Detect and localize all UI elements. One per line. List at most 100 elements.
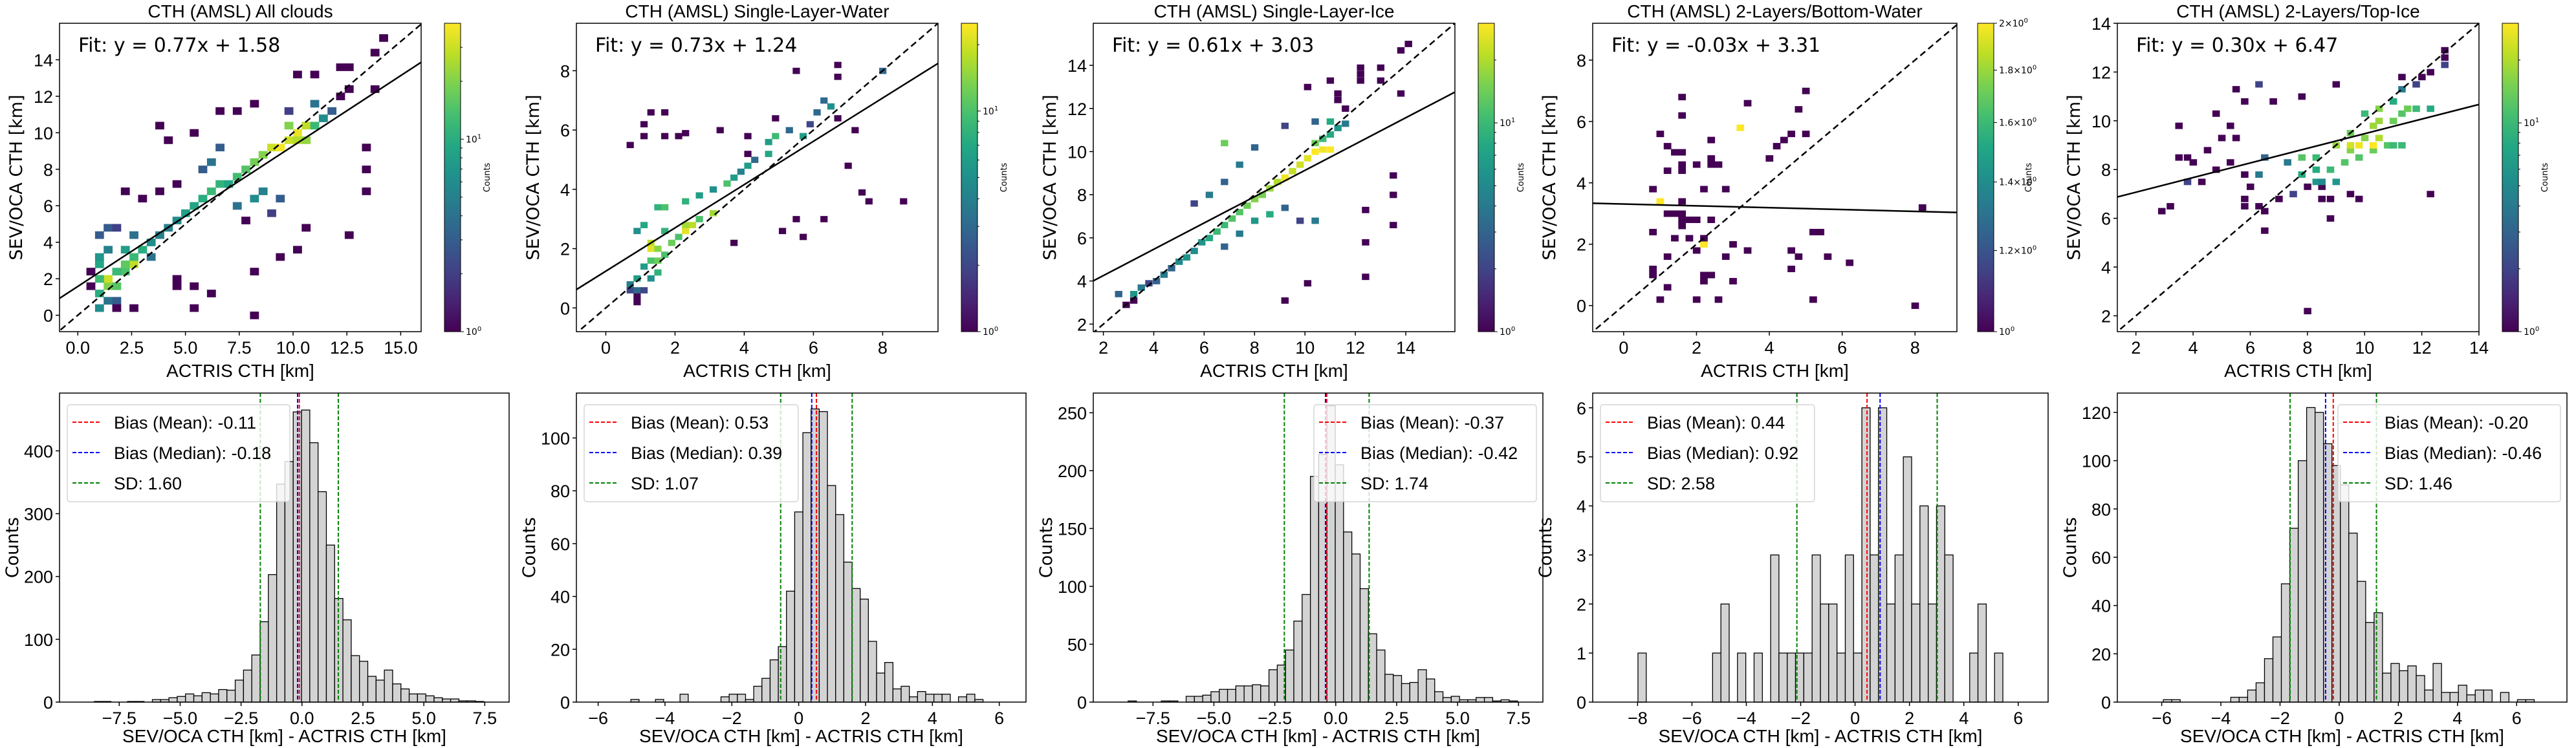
heatmap-cell xyxy=(1765,155,1774,162)
x-tick-label: 8 xyxy=(2302,338,2312,358)
y-tick-label: 6 xyxy=(1577,399,1586,418)
y-tick-label: 100 xyxy=(541,429,570,448)
histogram-bar xyxy=(794,511,803,703)
heatmap-cell xyxy=(241,166,250,173)
heatmap-cell xyxy=(751,156,759,164)
colorbar-tick-label: 2×100 xyxy=(1999,17,2028,29)
y-axis-label: Counts xyxy=(2060,517,2080,578)
colorbar-gradient xyxy=(1977,23,1994,332)
heatmap-cell xyxy=(155,187,164,195)
heatmap-cell xyxy=(2346,191,2355,198)
heatmap-cell xyxy=(129,231,138,239)
heatmap-cell xyxy=(2298,93,2306,100)
heatmap-cell xyxy=(250,195,259,203)
heatmap-cell xyxy=(1205,191,1214,198)
heatmap-cell xyxy=(2275,195,2283,202)
heatmap-cell xyxy=(1795,253,1803,260)
heatmap-cell xyxy=(120,246,130,254)
heatmap-cell xyxy=(1175,258,1183,265)
heatmap-cell xyxy=(1145,280,1153,287)
histogram-bar xyxy=(876,672,886,703)
histogram-bar xyxy=(251,654,261,703)
y-tick-label: 200 xyxy=(24,568,53,587)
heatmap-cell xyxy=(626,287,634,294)
histogram-bar xyxy=(2458,685,2467,703)
heatmap-cell xyxy=(1190,200,1198,207)
axes-frame xyxy=(1093,23,1456,332)
heatmap-cell xyxy=(241,217,250,224)
heatmap-cell xyxy=(310,122,320,130)
heatmap-cell xyxy=(1707,136,1716,144)
heatmap-cell xyxy=(2418,74,2426,81)
heatmap-cell xyxy=(1663,210,1672,217)
y-tick-label: 14 xyxy=(34,50,53,70)
y-tick-label: 14 xyxy=(1067,56,1087,76)
heatmap-cell xyxy=(284,122,294,130)
heatmap-cell xyxy=(129,260,138,268)
x-tick-label: −8 xyxy=(1628,709,1648,728)
heatmap-cell xyxy=(1736,124,1745,131)
colorbar-tick-label: 100 xyxy=(1500,326,1515,337)
heatmap-cell xyxy=(2412,105,2420,112)
heatmap-cell xyxy=(1721,253,1730,260)
heatmap-cell xyxy=(2269,98,2277,105)
heatmap-cell xyxy=(2398,110,2406,117)
histogram-panel-1: −7.5 −5.0 −2.5 0.0 2.5 5.0 7.5 0 100 200 300 400 SEV… xyxy=(3,392,510,746)
histogram-bar xyxy=(2306,407,2316,703)
histogram-panel-4: −8 −6 −4 −2 0 2 4 6 0 1 2 3 4 5 6 SEV/OCA CTH [km] - AC… xyxy=(1536,392,2049,746)
y-tick-label: 5 xyxy=(1577,448,1586,467)
y-tick-label: 60 xyxy=(2091,548,2111,568)
heatmap-cell xyxy=(2389,98,2397,105)
x-axis-label: SEV/OCA CTH [km] - ACTRIS CTH [km] xyxy=(2180,726,2504,746)
heatmap-cell xyxy=(1707,161,1716,168)
heatmap-cell xyxy=(1802,131,1810,138)
heatmap-cell xyxy=(258,151,268,159)
histogram-bar xyxy=(720,696,730,703)
heatmap-cell xyxy=(633,287,641,294)
histogram-bar xyxy=(1434,691,1444,703)
histogram-bar xyxy=(909,696,918,703)
heatmap-cell xyxy=(654,245,662,252)
y-tick-label: 10 xyxy=(1067,142,1087,162)
heatmap-cell xyxy=(792,216,800,222)
y-tick-label: 3 xyxy=(1577,546,1586,565)
heatmap-cell xyxy=(180,209,190,217)
heatmap-cell xyxy=(2326,215,2335,222)
heatmap-cell xyxy=(633,275,641,282)
heatmap-cell xyxy=(301,122,311,130)
axes-frame xyxy=(576,392,1027,703)
y-tick-label: 100 xyxy=(24,630,53,650)
heatmap-cell xyxy=(1160,271,1168,278)
heatmap-cell xyxy=(1700,277,1708,284)
y-tick-label: 20 xyxy=(2091,645,2111,664)
histogram-bar xyxy=(425,695,435,703)
y-tick-label: 12 xyxy=(34,87,53,107)
legend: Bias (Mean): 0.53 Bias (Median): 0.39 SD: … xyxy=(584,404,799,502)
plot-area xyxy=(2117,23,2479,332)
heatmap-cell xyxy=(1377,77,1385,84)
heatmap-cell xyxy=(647,257,655,264)
histogram-bar xyxy=(1820,603,1829,703)
heatmap-cell xyxy=(1115,290,1122,297)
heatmap-cell xyxy=(1390,191,1397,198)
colorbar-tick-label: 1.8×100 xyxy=(1999,65,2036,76)
heatmap-cell xyxy=(2384,142,2392,149)
heatmap-cell xyxy=(640,121,648,128)
heatmap-cell xyxy=(2427,191,2434,198)
heatmap-cell xyxy=(772,115,780,122)
heatmap-cell xyxy=(2318,178,2326,186)
y-tick-label: 120 xyxy=(2082,403,2111,423)
histogram-bar xyxy=(309,442,319,703)
y-tick-label: 4 xyxy=(2101,258,2111,277)
x-tick-label: −5.0 xyxy=(1197,709,1231,728)
legend-entry: SD: 2.58 xyxy=(1647,474,1715,493)
heatmap-cell xyxy=(1236,230,1243,237)
heatmap-cell xyxy=(344,85,354,93)
scatter-panel-2: 0 2 4 6 8 0 2 4 6 8 CTH (AMSL) Single-Layer-Water A… xyxy=(523,1,1009,381)
y-axis-label: SEV/OCA CTH [km] xyxy=(6,94,27,260)
y-tick-label: 4 xyxy=(560,180,570,200)
histogram-bar xyxy=(2416,675,2425,703)
heatmap-cell xyxy=(232,202,242,210)
heatmap-cell xyxy=(1787,265,1795,272)
